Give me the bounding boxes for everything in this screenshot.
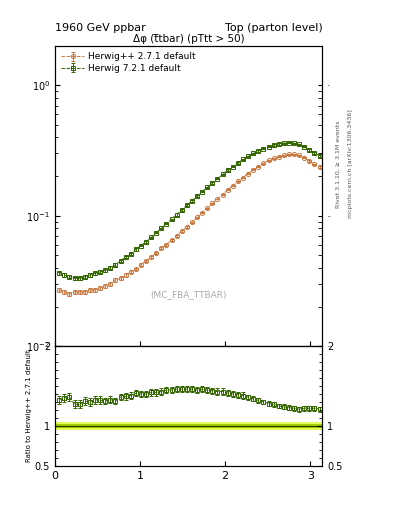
Y-axis label: Ratio to Herwig++ 2.7.1 default: Ratio to Herwig++ 2.7.1 default [26, 350, 32, 462]
Text: 1960 GeV ppbar: 1960 GeV ppbar [55, 23, 146, 33]
Text: mcplots.cern.ch [arXiv:1306.3436]: mcplots.cern.ch [arXiv:1306.3436] [348, 110, 353, 218]
Text: Top (parton level): Top (parton level) [224, 23, 322, 33]
Text: (MC_FBA_TTBAR): (MC_FBA_TTBAR) [151, 290, 227, 300]
Title: Δφ (t̅tbar) (pTtt > 50): Δφ (t̅tbar) (pTtt > 50) [133, 34, 244, 44]
Text: Rivet 3.1.10, ≥ 3.1M events: Rivet 3.1.10, ≥ 3.1M events [336, 120, 341, 207]
Legend: Herwig++ 2.7.1 default, Herwig 7.2.1 default: Herwig++ 2.7.1 default, Herwig 7.2.1 def… [59, 51, 197, 75]
